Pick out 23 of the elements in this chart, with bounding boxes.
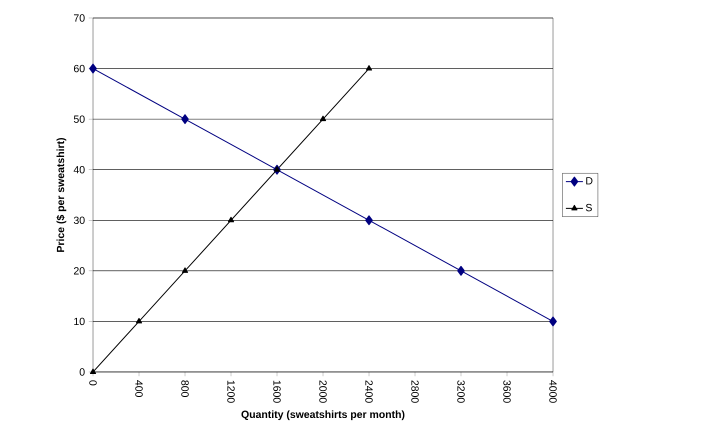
y-tick-label: 40 xyxy=(74,166,85,174)
x-tick-label: 2000 xyxy=(319,380,327,403)
y-tick-label: 70 xyxy=(74,14,85,22)
x-tick-label: 400 xyxy=(135,380,143,397)
y-tick-label: 10 xyxy=(74,318,85,326)
x-tick-label: 800 xyxy=(181,380,189,397)
x-tick-label: 0 xyxy=(89,380,97,386)
y-tick-label: 60 xyxy=(74,64,85,72)
x-tick-label: 4000 xyxy=(549,380,557,403)
y-tick-label: 50 xyxy=(74,115,85,123)
x-tick-label: 1200 xyxy=(227,380,235,403)
y-tick-label: 30 xyxy=(74,216,85,224)
legend-label: S xyxy=(586,204,592,212)
x-tick-label: 2800 xyxy=(411,380,419,403)
x-tick-label: 2400 xyxy=(365,380,373,403)
y-axis-title: Price ($ per sweatshirt) xyxy=(56,138,66,252)
y-tick-label: 0 xyxy=(80,368,85,376)
x-axis-title: Quantity (sweatshirts per month) xyxy=(241,410,404,420)
x-tick-label: 3600 xyxy=(503,380,511,403)
x-tick-label: 1600 xyxy=(273,380,281,403)
y-tick-label: 20 xyxy=(74,267,85,275)
legend-label: D xyxy=(586,177,592,184)
x-tick-label: 3200 xyxy=(457,380,465,403)
